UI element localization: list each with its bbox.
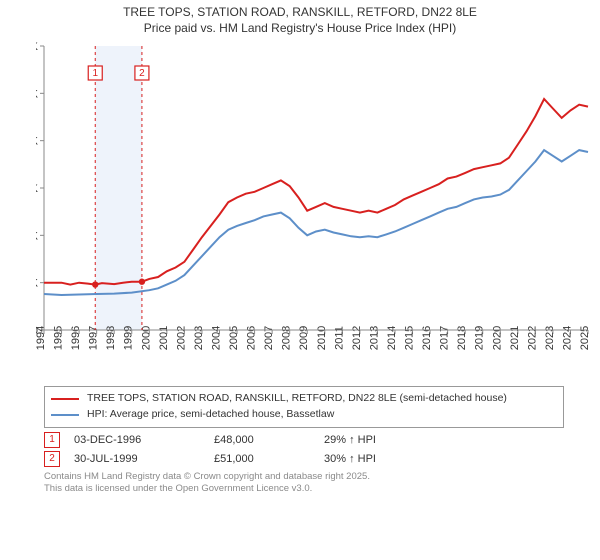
chart-svg: £0£50K£100K£150K£200K£250K£300K199419951… [36,40,596,380]
y-tick-label: £300K [36,41,39,53]
sale-meta-pct: 29% ↑ HPI [324,434,434,446]
sale-marker-dot [92,282,98,288]
sale-meta-pct: 30% ↑ HPI [324,453,434,465]
x-tick-label: 2005 [228,326,240,350]
x-tick-label: 2013 [368,326,380,350]
x-tick-label: 2014 [386,326,398,350]
x-tick-label: 1994 [36,326,47,350]
x-tick-label: 1999 [123,326,135,350]
legend-swatch [51,414,79,416]
y-tick-label: £250K [36,89,39,101]
x-tick-label: 2012 [351,326,363,350]
sale-meta-number-box: 2 [44,451,60,467]
x-tick-label: 2022 [526,326,538,350]
x-tick-label: 2008 [281,326,293,350]
legend-row: TREE TOPS, STATION ROAD, RANSKILL, RETFO… [51,391,557,407]
y-tick-label: £150K [36,183,39,195]
x-tick-label: 2021 [509,326,521,350]
sale-meta-date: 03-DEC-1996 [74,434,214,446]
x-tick-label: 2023 [544,326,556,350]
x-tick-label: 2018 [456,326,468,350]
y-tick-label: £100K [36,231,39,243]
sale-marker-number: 2 [139,69,145,80]
title-line-1: TREE TOPS, STATION ROAD, RANSKILL, RETFO… [123,5,477,19]
x-tick-label: 2009 [298,326,310,350]
x-tick-label: 2016 [421,326,433,350]
sale-meta-date: 30-JUL-1999 [74,453,214,465]
sale-meta-row: 1 03-DEC-1996£48,00029% ↑ HPI [44,432,564,448]
sale-marker-number: 1 [92,69,98,80]
legend-swatch [51,398,79,400]
legend-label: TREE TOPS, STATION ROAD, RANSKILL, RETFO… [87,391,507,407]
x-tick-label: 2002 [175,326,187,350]
sale-meta-rows: 1 03-DEC-1996£48,00029% ↑ HPI 2 30-JUL-1999… [44,432,564,467]
x-tick-label: 2003 [193,326,205,350]
y-tick-label: £200K [36,136,39,148]
legend-label: HPI: Average price, semi-detached house,… [87,407,334,423]
x-tick-label: 2015 [404,326,416,350]
legend: TREE TOPS, STATION ROAD, RANSKILL, RETFO… [44,386,564,428]
x-tick-label: 2004 [210,326,222,350]
sale-band [95,46,142,330]
x-tick-label: 2017 [439,326,451,350]
x-tick-label: 1995 [53,326,65,350]
title-line-2: Price paid vs. HM Land Registry's House … [144,21,456,35]
sale-marker-dot [139,279,145,285]
chart-area: £0£50K£100K£150K£200K£250K£300K199419951… [36,40,596,380]
x-tick-label: 2019 [474,326,486,350]
chart-title: TREE TOPS, STATION ROAD, RANSKILL, RETFO… [6,4,594,36]
sale-meta-row: 2 30-JUL-1999£51,00030% ↑ HPI [44,451,564,467]
x-tick-label: 1996 [70,326,82,350]
x-tick-label: 1998 [105,326,117,350]
legend-row: HPI: Average price, semi-detached house,… [51,407,557,423]
footer-attribution: Contains HM Land Registry data © Crown c… [44,471,594,496]
x-tick-label: 2007 [263,326,275,350]
sale-meta-number-box: 1 [44,432,60,448]
footer-line-1: Contains HM Land Registry data © Crown c… [44,471,370,482]
y-tick-label: £50K [36,278,39,290]
x-tick-label: 2006 [246,326,258,350]
x-tick-label: 2025 [579,326,591,350]
footer-line-2: This data is licensed under the Open Gov… [44,483,312,494]
x-tick-label: 2024 [561,326,573,350]
sale-meta-price: £51,000 [214,453,324,465]
sale-meta-price: £48,000 [214,434,324,446]
x-tick-label: 2001 [158,326,170,350]
x-tick-label: 2010 [316,326,328,350]
x-tick-label: 1997 [88,326,100,350]
x-tick-label: 2020 [491,326,503,350]
